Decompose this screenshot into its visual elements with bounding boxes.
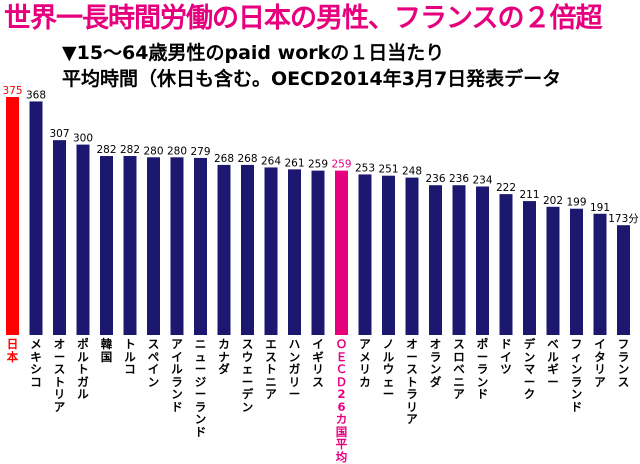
bar-12 bbox=[288, 169, 301, 335]
bar-2 bbox=[53, 140, 66, 335]
value-label-4: 282 bbox=[96, 144, 116, 156]
bar-3 bbox=[76, 144, 90, 335]
bar-13 bbox=[311, 170, 325, 335]
bar-10 bbox=[241, 164, 254, 335]
category-label-25: イタリア bbox=[594, 337, 606, 389]
value-label-6: 280 bbox=[143, 145, 163, 157]
category-label-9: カナダ bbox=[218, 337, 230, 376]
bar-6 bbox=[147, 157, 160, 335]
category-label-0: 日本 bbox=[6, 337, 19, 364]
value-label-13: 259 bbox=[308, 159, 328, 171]
bar-20 bbox=[476, 186, 489, 335]
category-label-17: オーストラリア bbox=[406, 337, 418, 426]
bar-15 bbox=[358, 174, 372, 335]
value-label-0: 375 bbox=[2, 85, 22, 97]
category-label-16: ノルウェー bbox=[382, 337, 395, 401]
category-label-5: トルコ bbox=[124, 337, 136, 376]
value-label-19: 236 bbox=[449, 173, 469, 185]
bar-24 bbox=[570, 208, 583, 335]
value-label-22: 211 bbox=[519, 189, 539, 201]
value-label-17: 248 bbox=[402, 166, 422, 178]
value-label-26: 173分 bbox=[608, 213, 639, 225]
bar-22 bbox=[523, 201, 536, 335]
category-label-22: デンマーク bbox=[523, 337, 536, 401]
bar-8 bbox=[194, 157, 207, 335]
category-label-6: スペイン bbox=[147, 337, 160, 389]
chart-title: 世界一長時間労働の日本の男性、フランスの２倍超 bbox=[4, 3, 602, 34]
bar-25 bbox=[593, 213, 607, 335]
chart-subtitle: ▼15～64歳男性のpaid workの１日当たり 平均時間（休日も含む。OEC… bbox=[62, 40, 561, 92]
category-label-3: ポルトガル bbox=[77, 337, 89, 401]
category-label-7: アイルランド bbox=[171, 337, 183, 414]
value-label-12: 261 bbox=[284, 157, 304, 169]
value-label-14: 259 bbox=[331, 159, 351, 171]
bar-21 bbox=[499, 194, 513, 335]
category-label-1: メキシコ bbox=[30, 337, 42, 389]
bar-11 bbox=[264, 167, 278, 335]
value-label-11: 264 bbox=[261, 155, 281, 167]
bar-7 bbox=[170, 157, 184, 335]
category-label-8: ニュージーランド bbox=[194, 337, 207, 439]
value-label-10: 268 bbox=[237, 153, 257, 165]
category-label-24: フィンランド bbox=[570, 337, 583, 414]
value-label-3: 300 bbox=[73, 133, 93, 145]
bar-14 bbox=[335, 170, 348, 335]
category-label-23: ベルギー bbox=[547, 337, 559, 389]
category-label-10: スウェーデン bbox=[241, 337, 254, 414]
value-label-21: 222 bbox=[496, 182, 516, 194]
value-label-25: 191 bbox=[590, 202, 610, 214]
category-label-26: フランス bbox=[617, 337, 630, 389]
bar-0 bbox=[6, 97, 19, 335]
bar-26 bbox=[617, 225, 630, 335]
category-label-2: オーストリア bbox=[53, 337, 66, 414]
value-label-16: 251 bbox=[378, 164, 398, 176]
value-label-23: 202 bbox=[543, 195, 563, 207]
value-label-15: 253 bbox=[355, 162, 375, 174]
value-label-7: 280 bbox=[167, 145, 187, 157]
bar-9 bbox=[217, 164, 231, 335]
value-label-20: 234 bbox=[472, 174, 492, 186]
value-label-2: 307 bbox=[49, 128, 69, 140]
subtitle-line-2: 平均時間（休日も含む。OECD2014年3月7日発表データ bbox=[62, 68, 562, 90]
bar-23 bbox=[546, 206, 560, 335]
category-label-20: ポーランド bbox=[476, 337, 489, 401]
category-label-15: アメリカ bbox=[359, 337, 371, 389]
category-label-18: オランダ bbox=[429, 337, 442, 389]
value-label-24: 199 bbox=[566, 197, 586, 209]
category-label-13: イギリス bbox=[312, 337, 324, 389]
bar-5 bbox=[123, 156, 137, 335]
value-label-18: 236 bbox=[425, 173, 445, 185]
category-label-14: ＯＥＣＤ26カ国平均 bbox=[335, 337, 348, 464]
value-label-1: 368 bbox=[26, 89, 46, 101]
category-label-11: エストニア bbox=[265, 337, 277, 401]
category-label-4: 韓国 bbox=[100, 337, 113, 364]
bar-19 bbox=[452, 185, 466, 335]
category-label-12: ハンガリー bbox=[288, 337, 301, 401]
category-label-19: スロベニア bbox=[453, 337, 465, 401]
bar-18 bbox=[429, 185, 442, 335]
bar-16 bbox=[382, 175, 395, 335]
value-label-9: 268 bbox=[214, 153, 234, 165]
bar-1 bbox=[29, 101, 43, 336]
category-label-21: ドイツ bbox=[500, 337, 512, 376]
value-label-5: 282 bbox=[120, 144, 140, 156]
bar-4 bbox=[100, 156, 113, 335]
value-label-8: 279 bbox=[190, 146, 210, 158]
subtitle-line-1: ▼15～64歳男性のpaid workの１日当たり bbox=[62, 42, 445, 64]
bar-17 bbox=[405, 177, 419, 335]
